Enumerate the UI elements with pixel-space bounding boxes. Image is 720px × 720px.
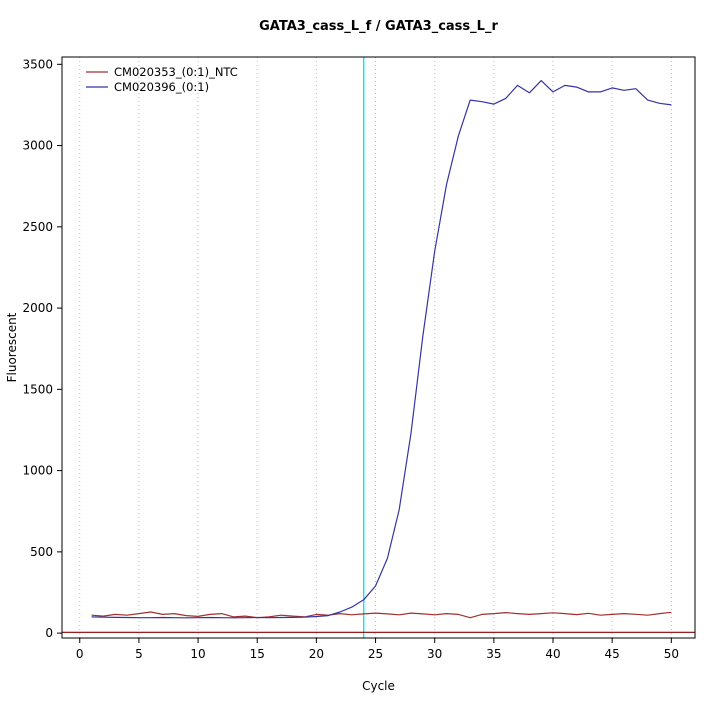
x-tick-label: 5	[135, 647, 143, 661]
x-tick-label: 35	[486, 647, 501, 661]
y-tick-label: 500	[30, 545, 53, 559]
x-tick-label: 40	[545, 647, 560, 661]
x-tick-label: 0	[76, 647, 84, 661]
y-tick-label: 0	[45, 626, 53, 640]
chart-title: GATA3_cass_L_f / GATA3_cass_L_r	[259, 19, 498, 34]
series-line-1	[91, 79, 672, 619]
y-tick-label: 3500	[22, 57, 53, 71]
x-tick-label: 25	[368, 647, 383, 661]
series-line-0	[91, 611, 672, 619]
x-tick-label: 30	[427, 647, 442, 661]
x-tick-label: 50	[664, 647, 679, 661]
plot-border	[61, 56, 696, 639]
legend-label-0: CM020353_(0:1)_NTC	[114, 65, 238, 79]
y-tick-label: 1000	[22, 464, 53, 478]
y-tick-label: 2000	[22, 301, 53, 315]
y-tick-label: 3000	[22, 139, 53, 153]
y-tick-label: 1500	[22, 382, 53, 396]
x-tick-label: 15	[250, 647, 265, 661]
x-tick-label: 10	[190, 647, 205, 661]
x-tick-label: 20	[309, 647, 324, 661]
x-tick-label: 45	[605, 647, 620, 661]
legend-label-1: CM020396_(0:1)	[114, 80, 209, 94]
x-axis-title: Cycle	[362, 679, 395, 693]
y-tick-label: 2500	[22, 220, 53, 234]
y-axis-title: Fluorescent	[5, 312, 19, 382]
